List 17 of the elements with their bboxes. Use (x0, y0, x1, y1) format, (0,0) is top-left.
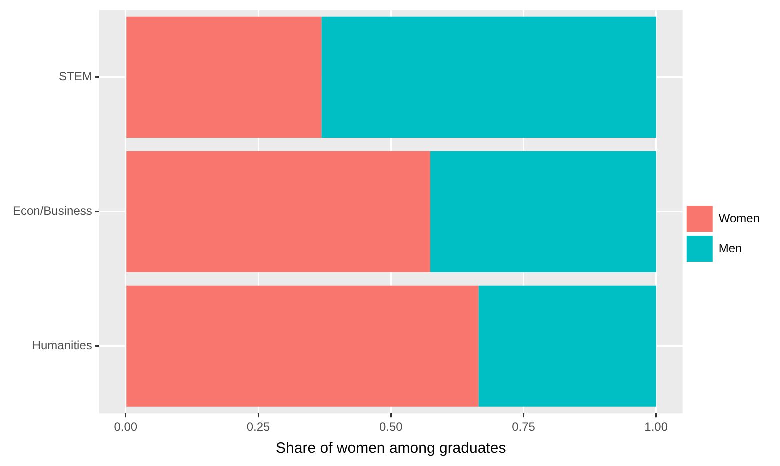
legend-label: Women (718, 211, 760, 226)
x-tick-label: 0.00 (114, 420, 138, 434)
x-axis-title: Share of women among graduates (276, 440, 506, 458)
bar (322, 16, 656, 138)
y-tick-label: Humanities (32, 338, 92, 353)
bar (126, 16, 322, 138)
y-tick-label: STEM (59, 70, 92, 84)
x-tick-label: 0.50 (379, 420, 404, 434)
bar (126, 286, 479, 407)
bar (430, 151, 656, 272)
bar (126, 151, 430, 272)
x-tick-label: 0.75 (512, 420, 536, 434)
legend-label: Men (718, 241, 742, 256)
bar (478, 286, 656, 407)
y-tick-label: Econ/Business (12, 204, 92, 218)
x-tick-label: 1.00 (644, 420, 668, 434)
x-tick-label: 0.25 (246, 420, 271, 434)
